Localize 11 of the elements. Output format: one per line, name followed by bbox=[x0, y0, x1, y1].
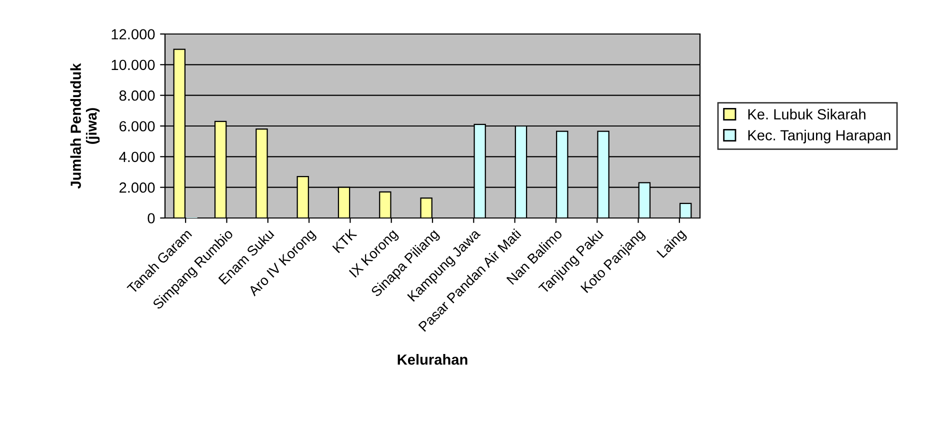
y-tick-label: 12.000 bbox=[112, 29, 155, 40]
y-tick-label: 0 bbox=[148, 213, 155, 224]
y-tick-label: 8.000 bbox=[119, 90, 155, 101]
legend-label: Ke. Lubuk Sikarah bbox=[748, 108, 866, 120]
x-axis-title: Kelurahan bbox=[398, 354, 468, 365]
y-axis-title: Jumlah Penduduk (jiwa) bbox=[70, 63, 100, 189]
y-tick-label: 10.000 bbox=[112, 60, 155, 70]
y-tick-label: 4.000 bbox=[119, 152, 155, 162]
legend-label: Kec. Tanjung Harapan bbox=[748, 130, 890, 144]
y-tick-label: 2.000 bbox=[120, 182, 155, 193]
y-tick-label: 6.000 bbox=[120, 121, 155, 132]
